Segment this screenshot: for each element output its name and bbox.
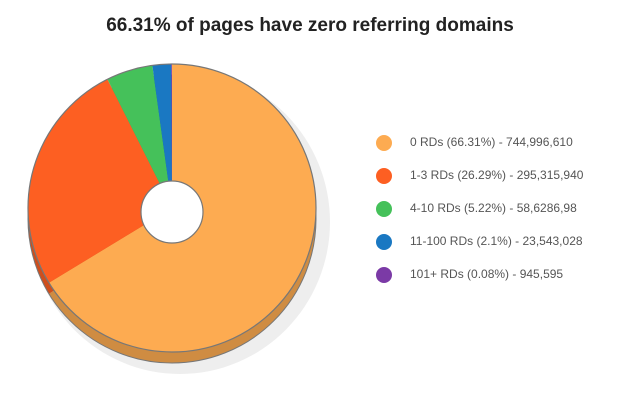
legend-swatch <box>376 267 392 283</box>
legend-label: 1-3 RDs (26.29%) - 295,315,940 <box>410 168 584 182</box>
pie-outline <box>27 63 317 353</box>
slice <box>27 79 172 283</box>
legend-swatch <box>376 234 392 250</box>
chart-title: 66.31% of pages have zero referring doma… <box>106 15 514 36</box>
slice <box>171 64 172 208</box>
legend-label: 4-10 RDs (5.22%) - 58,6286,98 <box>410 201 577 215</box>
slice <box>152 64 172 208</box>
hole <box>140 180 204 244</box>
slice <box>107 65 172 209</box>
legend-label: 101+ RDs (0.08%) - 945,595 <box>410 267 563 281</box>
legend-label: 0 RDs (66.31%) - 744,996,610 <box>410 135 573 149</box>
legend-label: 11-100 RDs (2.1%) - 23,543,028 <box>410 234 583 248</box>
legend-swatch <box>376 201 392 217</box>
legend-swatch <box>376 168 392 184</box>
legend-swatch <box>376 135 392 151</box>
